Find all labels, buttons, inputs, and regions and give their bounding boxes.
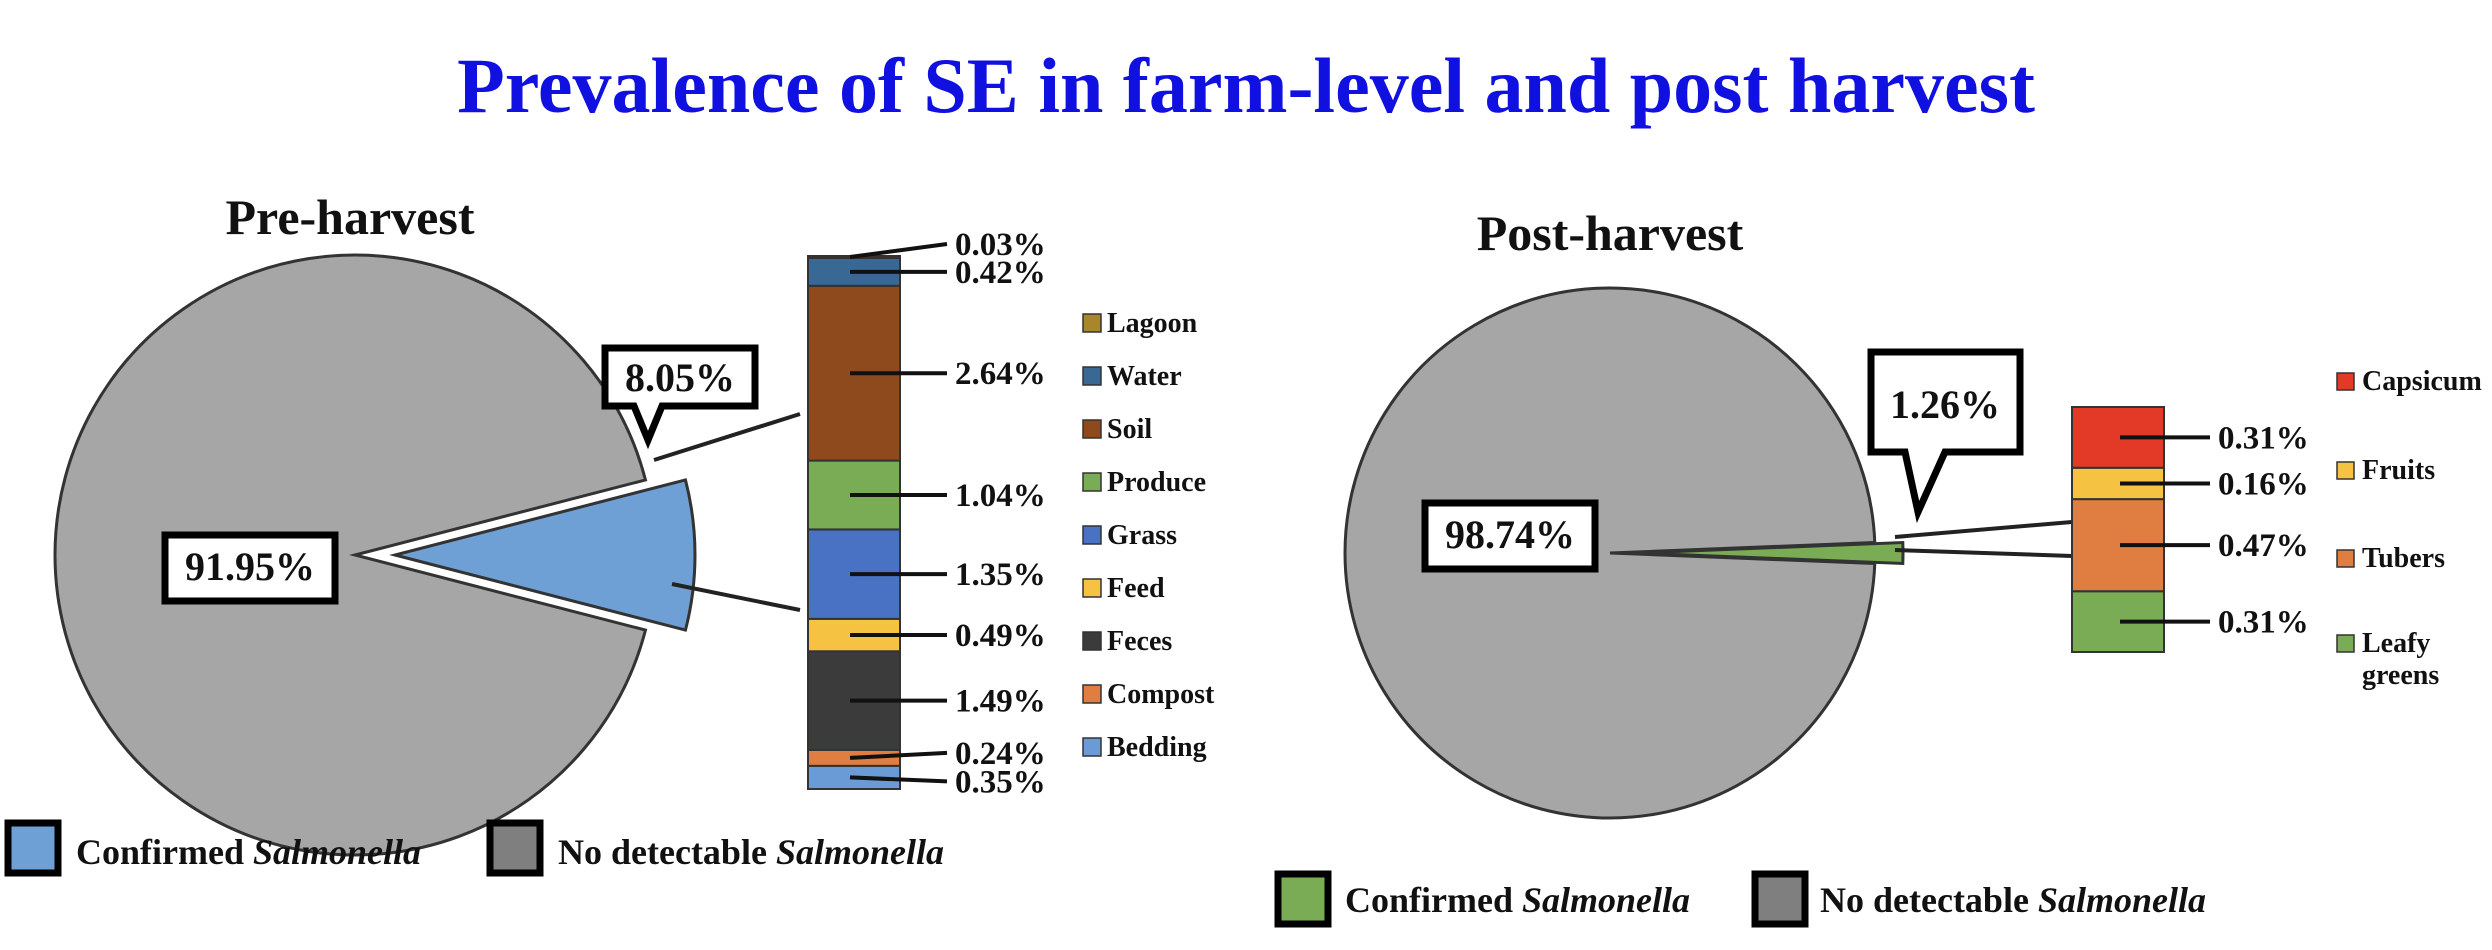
post-harvest-stacked-bar bbox=[2071, 406, 2165, 653]
connector-line-bottom bbox=[671, 582, 801, 612]
pie-slice-no-detectable bbox=[53, 253, 648, 857]
connector-line-bottom bbox=[1894, 548, 2073, 558]
pre-harvest-stacked-bar bbox=[807, 255, 901, 791]
legend-swatch bbox=[1082, 684, 1102, 704]
legend-label: Feces bbox=[1107, 626, 1172, 657]
connector-line-top bbox=[1894, 520, 2073, 539]
legend-swatch bbox=[2336, 461, 2355, 480]
bar-value-label: 1.35% bbox=[955, 557, 1046, 593]
legend-label: Compost bbox=[1107, 679, 1215, 710]
bar-value-label: 0.47% bbox=[2218, 528, 2309, 564]
legend-label: Water bbox=[1107, 361, 1182, 392]
bar-value-label: 0.03% bbox=[955, 227, 1046, 263]
bar-value-label: 0.16% bbox=[2218, 466, 2309, 502]
legend-label: Tubers bbox=[2362, 543, 2445, 574]
legend-swatch-confirmed bbox=[4, 819, 62, 877]
legend-label: Fruits bbox=[2362, 455, 2435, 486]
legend-confirmed-text: Confirmed Salmonella bbox=[1345, 880, 1690, 920]
legend-swatch bbox=[2336, 549, 2355, 568]
legend-label: Leafy bbox=[2362, 628, 2430, 659]
post-harvest-panel: Post-harvest 98.74% 1.26% 0.31% 0.47% 0.16… bbox=[1274, 205, 2482, 928]
legend-label: greens bbox=[2362, 660, 2439, 691]
connector-line-top bbox=[653, 412, 801, 462]
pre-bottom-legend: Confirmed Salmonella No detectable Salmo… bbox=[4, 819, 944, 877]
pie-slice-no-detectable bbox=[1343, 286, 1877, 820]
bar-value-label: 0.49% bbox=[955, 618, 1046, 654]
legend-swatch bbox=[1082, 472, 1102, 492]
legend-label: Soil bbox=[1107, 414, 1152, 445]
bar-value-label: 0.24% bbox=[955, 736, 1046, 772]
pre-harvest-legend: Lagoon Water Soil Produce Grass Feed Feces Comp… bbox=[1082, 308, 1215, 763]
legend-swatch bbox=[2336, 372, 2355, 391]
pie-slice-confirmed bbox=[389, 478, 697, 632]
bar-value-label: 0.31% bbox=[2218, 605, 2309, 641]
legend-swatch-no-detectable bbox=[486, 819, 544, 877]
legend-confirmed-text: Confirmed Salmonella bbox=[76, 832, 421, 872]
figure-title: Prevalence of SE in farm-level and post … bbox=[457, 42, 2035, 129]
legend-label: Bedding bbox=[1107, 732, 1207, 763]
legend-swatch bbox=[1082, 419, 1102, 439]
bar-leader-line bbox=[849, 775, 948, 784]
bar-value-label: 0.42% bbox=[955, 255, 1046, 291]
bar-value-label: 0.35% bbox=[955, 764, 1046, 800]
legend-swatch bbox=[1082, 631, 1102, 651]
minor-value-callout bbox=[1867, 348, 2024, 524]
major-value-label: 91.95% bbox=[185, 544, 315, 589]
post-bottom-legend: Confirmed Salmonella No detectable Salmo… bbox=[1274, 870, 2206, 928]
pie-slice-confirmed bbox=[1637, 540, 1905, 566]
bar-value-label: 1.04% bbox=[955, 478, 1046, 514]
legend-swatch-confirmed bbox=[1274, 870, 1332, 928]
pre-harvest-panel: Pre-harvest 91.95% 8.05% 0.35%0.24% 1.49%… bbox=[4, 189, 1215, 877]
legend-no-detectable-text: No detectable Salmonella bbox=[1820, 880, 2206, 920]
bar-value-label: 0.31% bbox=[2218, 420, 2309, 456]
legend-swatch bbox=[1082, 737, 1102, 757]
bar-value-label: 2.64% bbox=[955, 356, 1046, 392]
legend-swatch bbox=[1082, 525, 1102, 545]
legend-label: Produce bbox=[1107, 467, 1206, 498]
bar-leader-line bbox=[849, 242, 948, 259]
minor-value-callout bbox=[601, 344, 759, 450]
legend-label: Grass bbox=[1107, 520, 1177, 551]
legend-swatch bbox=[2336, 634, 2355, 653]
bar-value-label: 1.49% bbox=[955, 684, 1046, 720]
legend-swatch bbox=[1082, 578, 1102, 598]
major-value-box bbox=[1421, 499, 1599, 573]
legend-label: Capsicum bbox=[2362, 366, 2482, 397]
legend-label: Feed bbox=[1107, 573, 1165, 604]
major-value-box bbox=[161, 531, 339, 605]
pre-harvest-title: Pre-harvest bbox=[226, 189, 475, 245]
post-harvest-bar-labels: 0.31% 0.47% 0.16% 0.31% bbox=[2120, 420, 2309, 641]
minor-value-label: 1.26% bbox=[1890, 382, 2000, 427]
legend-swatch bbox=[1082, 366, 1102, 386]
post-harvest-title: Post-harvest bbox=[1477, 205, 1744, 261]
legend-no-detectable-text: No detectable Salmonella bbox=[558, 832, 944, 872]
major-value-label: 98.74% bbox=[1445, 512, 1575, 557]
bar-leader-line bbox=[849, 750, 948, 760]
legend-swatch bbox=[1082, 313, 1102, 333]
pre-harvest-bar-labels: 0.35%0.24% 1.49% 0.49% 1.35% 1.04% 2.64% 0.42%… bbox=[849, 227, 1046, 800]
legend-label: Lagoon bbox=[1107, 308, 1198, 339]
legend-swatch-no-detectable bbox=[1751, 870, 1809, 928]
minor-value-label: 8.05% bbox=[625, 355, 735, 400]
